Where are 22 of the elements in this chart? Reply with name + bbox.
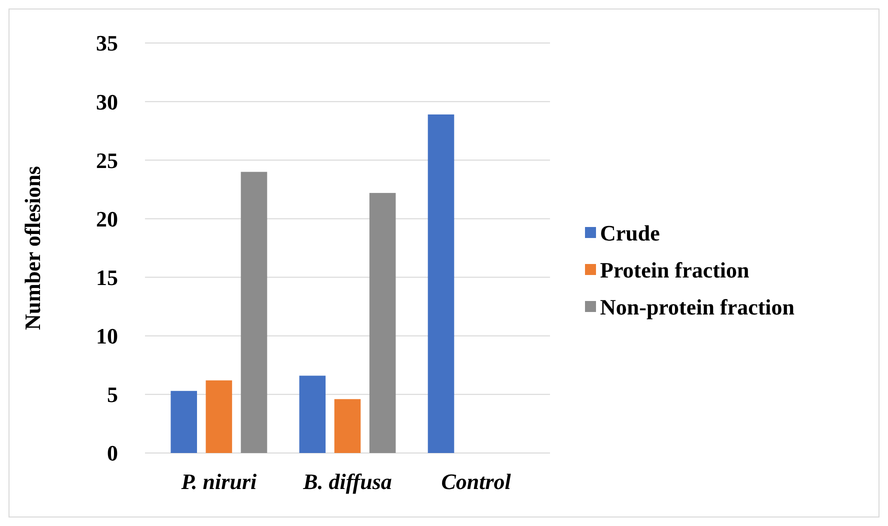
legend-label: Protein fraction xyxy=(600,258,750,283)
y-tick-label: 20 xyxy=(96,206,118,232)
bar xyxy=(299,376,326,453)
y-tick-label: 10 xyxy=(96,324,118,349)
x-tick-label: B. diffusa xyxy=(302,469,392,494)
legend-label: Crude xyxy=(600,220,660,246)
y-tick-label: 35 xyxy=(96,30,118,56)
bar xyxy=(428,114,454,453)
y-tick-label: 5 xyxy=(107,382,118,408)
x-tick-label: P. niruri xyxy=(180,469,258,494)
bar xyxy=(334,399,361,453)
x-tick-label: Control xyxy=(441,469,512,494)
bar xyxy=(170,390,198,453)
y-tick-label: 25 xyxy=(96,148,118,173)
bar xyxy=(240,172,268,453)
bar xyxy=(206,380,232,453)
y-tick-label: 30 xyxy=(96,89,118,114)
bar xyxy=(369,192,396,453)
y-axis-title: Number oflesions xyxy=(20,166,45,330)
y-tick-label: 15 xyxy=(96,264,118,290)
legend-label: Non-protein fraction xyxy=(600,294,795,320)
y-tick-label: 0 xyxy=(107,440,118,466)
